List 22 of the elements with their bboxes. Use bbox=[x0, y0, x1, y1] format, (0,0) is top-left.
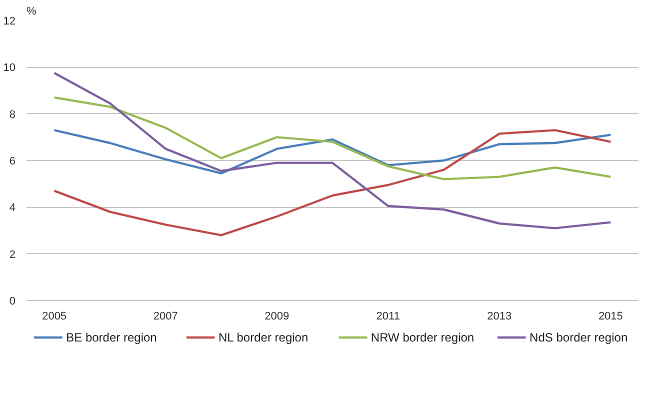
y-tick-label: 10 bbox=[3, 62, 16, 74]
legend-label: NL border region bbox=[218, 330, 308, 344]
y-tick-label: 12 bbox=[3, 16, 16, 28]
y-tick-label: 4 bbox=[9, 202, 16, 214]
line-series bbox=[53, 129, 612, 174]
y-tick-label: 6 bbox=[9, 156, 16, 168]
x-tick-label: 2013 bbox=[487, 310, 512, 322]
x-tick-label: 2015 bbox=[598, 310, 623, 322]
line-series bbox=[53, 129, 612, 236]
x-tick-label: 2009 bbox=[264, 310, 290, 322]
x-tick-label: 2011 bbox=[376, 310, 400, 322]
line-series bbox=[53, 72, 612, 230]
legend-label: NRW border region bbox=[370, 330, 474, 344]
x-tick-label: 2007 bbox=[153, 310, 178, 322]
x-tick-label: 2005 bbox=[42, 310, 67, 322]
y-axis-title: % bbox=[26, 6, 36, 18]
y-tick-label: 8 bbox=[9, 108, 16, 121]
y-tick-label: 2 bbox=[9, 248, 16, 261]
y-tick-label: 0 bbox=[9, 296, 16, 308]
legend-label: BE border region bbox=[66, 330, 157, 344]
line-series bbox=[53, 96, 612, 180]
legend-label: NdS border region bbox=[530, 330, 628, 344]
